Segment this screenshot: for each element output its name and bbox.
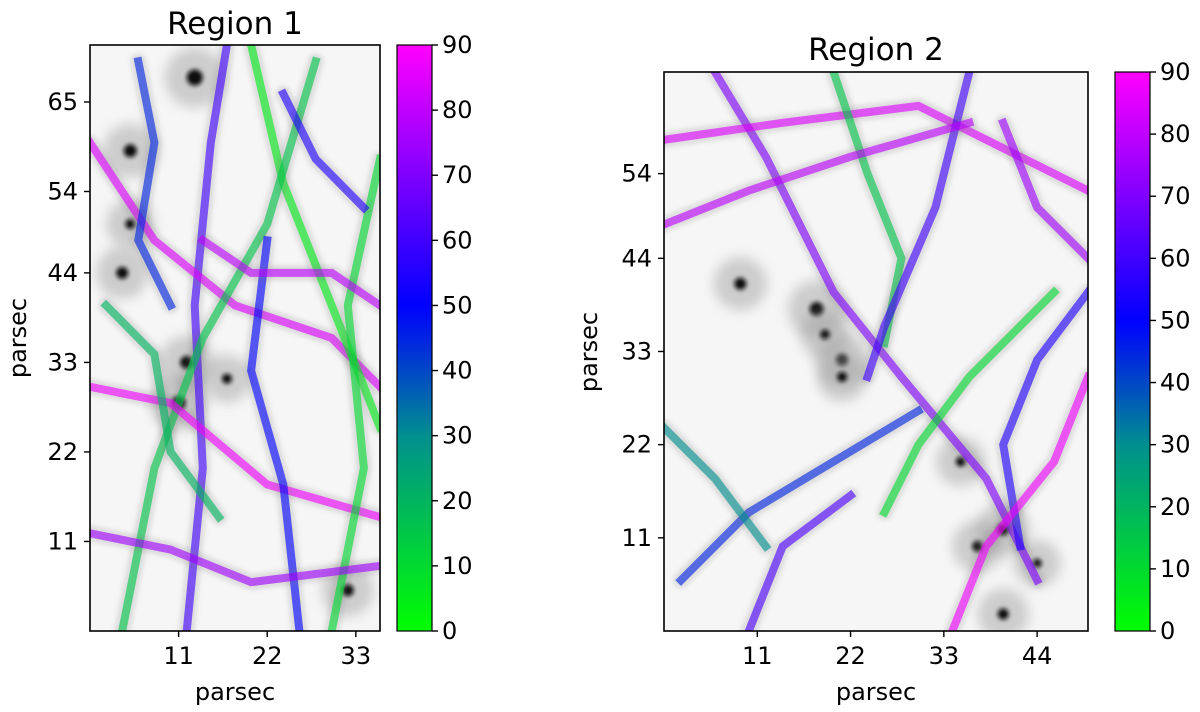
gas-clump-core [116,266,129,279]
y-tick-label: 11 [621,524,652,552]
region-1-x-label: parsec [195,678,275,706]
x-tick-label: 11 [163,642,194,670]
region-1-filaments [90,45,380,631]
region-2-colorbar-ticks: 0 10 20 30 40 50 60 70 80 90 [1150,58,1191,645]
region-1-colorbar [396,44,433,632]
filament [862,72,974,382]
region-2-colorbar [1114,71,1151,632]
filament [118,56,321,631]
region-1-title: Region 1 [167,6,303,42]
filament [247,235,304,631]
colorbar-tick-label: 80 [442,96,473,124]
filament [90,529,380,587]
x-tick-label: 44 [1022,642,1053,670]
colorbar-tick-label: 10 [1160,555,1191,583]
gas-clump-core [837,371,848,382]
colorbar-tick-label: 80 [1160,120,1191,148]
gas-clump-core [186,69,203,86]
filament [90,382,380,522]
region-2-x-label: parsec [836,678,916,706]
colorbar-tick-label: 20 [442,487,473,515]
y-tick-label: 11 [47,527,78,555]
region-1-axes-frame [89,44,381,632]
region-1-x-ticks: 11 22 33 [163,631,371,670]
y-tick-label: 33 [47,348,78,376]
filament [675,405,924,586]
region-1-panel: Region 1 11 22 33 11 22 33 44 54 65 parsec pars… [4,6,473,706]
region-2-x-ticks: 11 22 33 44 [742,631,1052,670]
region-2-image [664,72,1088,631]
colorbar-tick-label: 20 [1160,493,1191,521]
colorbar-tick-label: 90 [442,31,473,59]
y-tick-label: 44 [621,244,652,272]
filament [879,286,1060,518]
filament [664,422,772,552]
colorbar-tick-label: 30 [1160,431,1191,459]
filament [197,234,380,311]
colorbar-tick-label: 40 [1160,369,1191,397]
gas-clump-core [221,373,232,384]
x-tick-label: 33 [341,642,372,670]
filament [327,154,380,631]
filament [998,117,1088,264]
y-tick-label: 22 [621,431,652,459]
colorbar-tick-label: 50 [1160,306,1191,334]
filament [133,56,176,311]
y-tick-label: 65 [47,88,78,116]
gas-clump-core [820,329,831,340]
x-tick-label: 22 [835,642,866,670]
colorbar-tick-label: 70 [442,161,473,189]
filament [999,286,1088,551]
region-2-y-ticks: 11 22 33 44 54 [621,160,664,552]
region-2-filaments [664,72,1088,631]
y-tick-label: 22 [47,438,78,466]
colorbar-tick-label: 0 [1160,617,1175,645]
colorbar-tick-label: 90 [1160,58,1191,86]
x-tick-label: 33 [929,642,960,670]
x-tick-label: 11 [742,642,773,670]
y-tick-label: 33 [621,338,652,366]
y-tick-label: 44 [47,259,78,287]
colorbar-tick-label: 50 [442,291,473,319]
region-2-y-label: parsec [575,312,603,392]
colorbar-tick-label: 10 [442,552,473,580]
region-2-panel: Region 2 11 22 33 44 11 22 33 44 54 parsec pars… [575,32,1191,706]
region-1-y-ticks: 11 22 33 44 54 65 [47,88,90,555]
x-tick-label: 22 [252,642,283,670]
filament [710,72,1043,586]
colorbar-tick-label: 30 [442,422,473,450]
colorbar-tick-label: 60 [1160,244,1191,272]
colorbar-tick-label: 70 [1160,182,1191,210]
gas-clump-core [123,144,137,158]
colorbar-tick-label: 60 [442,226,473,254]
region-1-image [90,45,380,631]
y-tick-label: 54 [621,160,652,188]
gas-clump-core [734,277,747,290]
colorbar-tick-label: 40 [442,357,473,385]
y-tick-label: 54 [47,178,78,206]
filament [744,489,857,631]
filament [100,299,225,523]
region-2-title: Region 2 [808,32,944,68]
filament [947,371,1088,631]
filament [277,88,370,214]
colorbar-tick-label: 0 [442,617,457,645]
filament [664,117,975,229]
gas-clump-core [997,608,1009,620]
region-1-colorbar-ticks: 0 10 20 30 40 50 60 70 80 90 [432,31,473,645]
region-1-y-label: parsec [4,298,32,378]
filament [182,45,231,631]
